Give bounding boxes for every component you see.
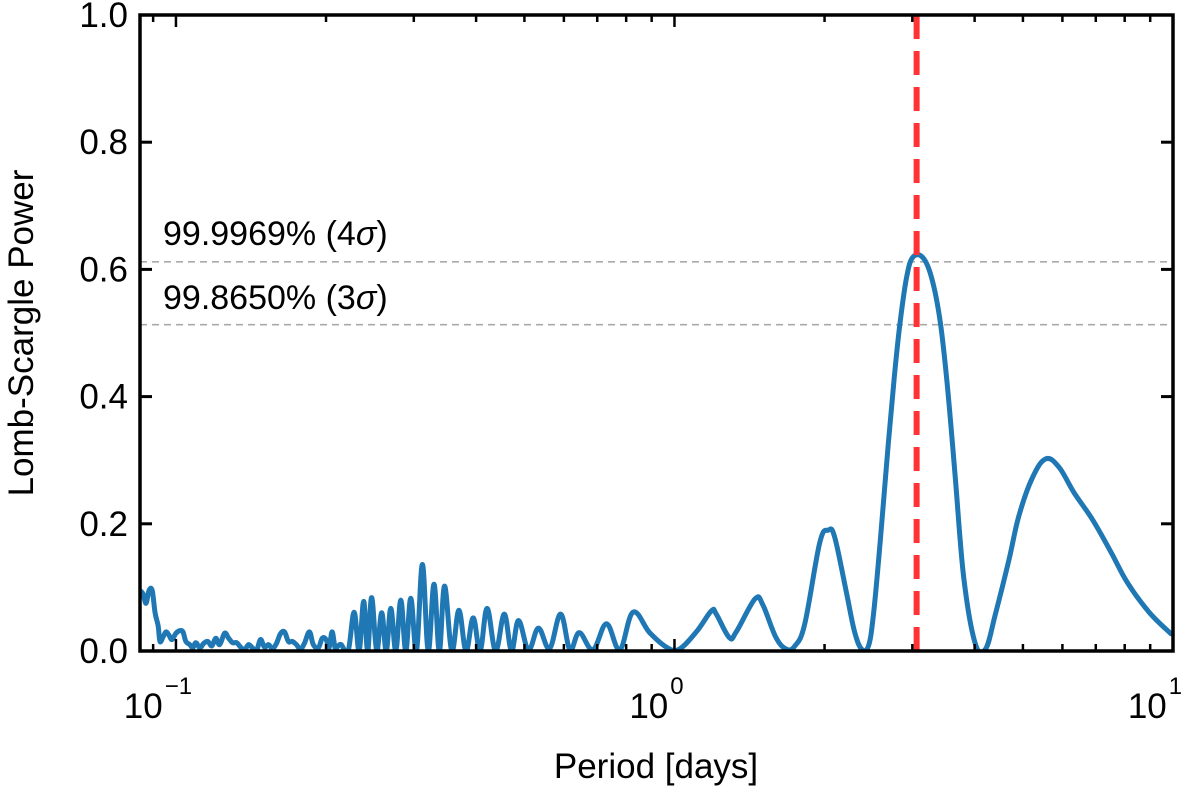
- power-series-line: [140, 252, 1173, 651]
- x-tick-exponent: −1: [165, 673, 192, 700]
- x-tick-base: 10: [629, 687, 668, 726]
- y-tick-label: 0.2: [79, 505, 128, 544]
- significance-lines: [140, 260, 1173, 326]
- x-tick-label: 10−1: [124, 673, 192, 726]
- x-tick-base: 10: [124, 687, 163, 726]
- x-tick-exponent: 0: [670, 673, 683, 700]
- y-tick-label: 1.0: [79, 0, 128, 35]
- y-tick-label: 0.0: [79, 632, 128, 671]
- y-axis-label: Lomb-Scargle Power: [2, 169, 41, 496]
- plot-frame: [138, 13, 1175, 653]
- y-tick-label: 0.4: [79, 378, 128, 417]
- y-tick-label: 0.8: [79, 123, 128, 162]
- x-tick-label: 100: [629, 673, 683, 726]
- y-tick-labels: 0.0 0.2 0.4 0.6 0.8 1.0: [79, 0, 128, 671]
- y-tick-label: 0.6: [79, 250, 128, 289]
- x-tick-label: 101: [1128, 673, 1182, 726]
- annotation-3sigma: 99.8650% (3σ): [163, 279, 388, 317]
- annotation-4sigma: 99.9969% (4σ): [163, 215, 388, 253]
- x-tick-base: 10: [1128, 687, 1167, 726]
- ticks: [140, 13, 1175, 653]
- x-tick-exponent: 1: [1169, 673, 1182, 700]
- series-group: [140, 252, 1173, 651]
- x-axis-label: Period [days]: [554, 747, 758, 786]
